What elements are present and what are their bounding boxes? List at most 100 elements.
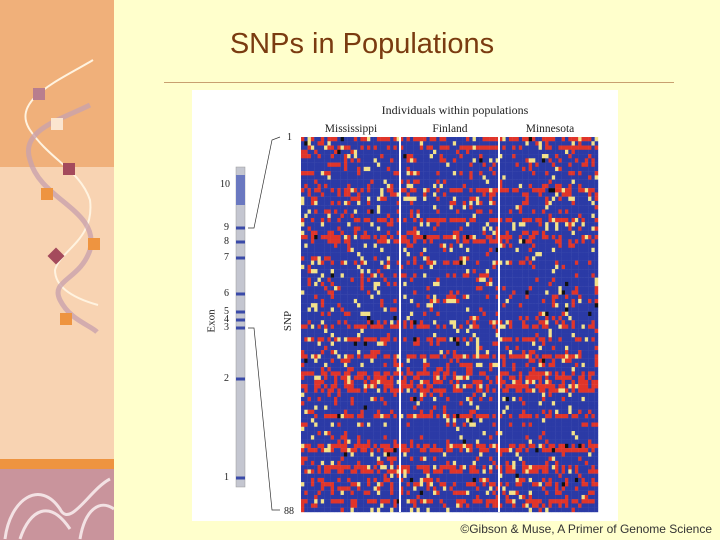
heatmap-cell — [363, 333, 368, 338]
heatmap-cell — [508, 235, 513, 240]
heatmap-cell — [439, 226, 444, 231]
heatmap-cell — [426, 235, 430, 240]
heatmap-cell — [532, 230, 536, 236]
heatmap-cell — [515, 362, 519, 368]
heatmap-cell — [512, 328, 516, 334]
heatmap-cell — [310, 141, 315, 146]
heatmap-cell — [528, 141, 533, 146]
heatmap-cell — [502, 362, 506, 368]
heatmap-cell — [343, 226, 348, 231]
heatmap-cell — [581, 145, 585, 150]
heatmap-cell — [548, 286, 552, 291]
heatmap-cell — [591, 337, 595, 342]
heatmap-cell — [396, 252, 401, 257]
heatmap-cell — [584, 298, 589, 304]
heatmap-cell — [301, 171, 305, 176]
heatmap-cell — [337, 200, 341, 206]
heatmap-cell — [568, 226, 572, 231]
heatmap-cell — [436, 205, 440, 210]
heatmap-cell — [558, 358, 562, 364]
heatmap-cell — [541, 341, 546, 347]
heatmap-cell — [310, 222, 315, 227]
heatmap-cell — [376, 345, 381, 351]
heatmap-cell — [439, 256, 444, 261]
heatmap-cell — [413, 315, 417, 321]
heatmap-cell — [535, 328, 539, 334]
heatmap-cell — [449, 273, 453, 278]
heatmap-cell — [452, 294, 457, 300]
heatmap-cell — [429, 324, 434, 329]
heatmap-cell — [518, 290, 523, 295]
heatmap-cell — [561, 141, 566, 146]
heatmap-cell — [396, 367, 401, 372]
heatmap-cell — [574, 247, 579, 253]
heatmap-cell — [307, 175, 312, 180]
heatmap-cell — [551, 358, 556, 364]
heatmap-cell — [459, 154, 463, 159]
heatmap-cell — [340, 333, 345, 338]
heatmap-cell — [449, 362, 453, 368]
heatmap-cell — [304, 303, 308, 308]
heatmap-cell — [574, 320, 579, 325]
heatmap-cell — [400, 281, 404, 287]
heatmap-cell — [330, 137, 335, 142]
heatmap-cell — [400, 264, 404, 270]
heatmap-cell — [532, 264, 536, 270]
heatmap-cell — [373, 175, 378, 180]
heatmap-cell — [571, 158, 576, 163]
heatmap-cell — [532, 154, 536, 159]
heatmap-cell — [548, 333, 552, 338]
heatmap-cell — [340, 166, 345, 172]
heatmap-cell — [386, 158, 391, 163]
heatmap-cell — [370, 247, 374, 253]
heatmap-cell — [436, 315, 440, 321]
heatmap-cell — [343, 328, 348, 334]
heatmap-cell — [386, 315, 391, 321]
heatmap-cell — [433, 196, 437, 202]
heatmap-cell — [383, 256, 387, 261]
heatmap-cell — [551, 213, 556, 219]
heatmap-cell — [439, 277, 444, 283]
heatmap-cell — [508, 149, 513, 155]
heatmap-cell — [535, 315, 539, 321]
heatmap-cell — [492, 252, 496, 257]
heatmap-cell — [409, 175, 414, 180]
heatmap-cell — [310, 175, 315, 180]
heatmap-cell — [363, 315, 368, 321]
heatmap-cell — [578, 311, 582, 317]
heatmap-cell — [337, 264, 341, 270]
heatmap-cell — [446, 256, 450, 261]
heatmap-cell — [462, 162, 467, 168]
heatmap-cell — [337, 290, 341, 295]
heatmap-cell — [446, 269, 450, 274]
heatmap-cell — [502, 235, 506, 240]
heatmap-cell — [307, 371, 312, 376]
heatmap-cell — [574, 358, 579, 364]
heatmap-cell — [429, 358, 434, 364]
heatmap-cell — [515, 137, 519, 142]
heatmap-cell — [403, 328, 407, 334]
heatmap-cell — [479, 362, 483, 368]
heatmap-cell — [403, 158, 407, 163]
heatmap-cell — [409, 209, 414, 214]
heatmap-cell — [324, 311, 328, 317]
heatmap-cell — [390, 192, 394, 197]
heatmap-cell — [574, 235, 579, 240]
heatmap-cell — [532, 162, 536, 168]
heatmap-cell — [334, 315, 338, 321]
heatmap-cell — [310, 247, 315, 253]
heatmap-cell — [449, 354, 453, 359]
heatmap-cell — [340, 175, 345, 180]
heatmap-cell — [360, 209, 364, 214]
heatmap-cell — [334, 183, 338, 189]
heatmap-cell — [317, 154, 321, 159]
heatmap-cell — [340, 273, 345, 278]
heatmap-cell — [416, 362, 420, 368]
heatmap-cell — [535, 239, 539, 244]
heatmap-cell — [327, 264, 331, 270]
heatmap-cell — [545, 315, 549, 321]
heatmap-cell — [409, 213, 414, 219]
heatmap-cell — [393, 337, 397, 342]
heatmap-cell — [337, 154, 341, 159]
heatmap-cell — [538, 281, 543, 287]
